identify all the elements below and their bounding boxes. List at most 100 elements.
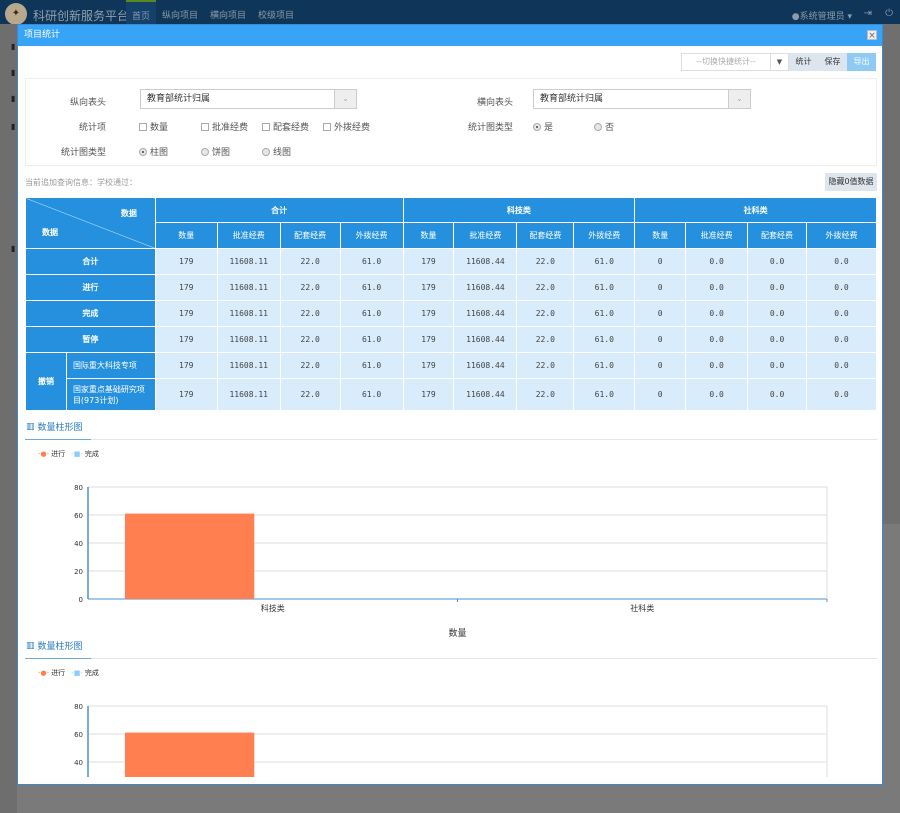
table-cell: 0.0: [747, 274, 807, 301]
legend-item-ongoing[interactable]: -●- 进行: [38, 669, 66, 677]
table-cell: 0.0: [747, 378, 807, 411]
nav-school[interactable]: 校级项目: [258, 11, 295, 21]
legend-item-done[interactable]: -■- 完成: [71, 450, 99, 458]
table-cell: 0.0: [806, 378, 877, 411]
row-group-header: 撤销: [25, 352, 67, 411]
show-chart-label: 统计图类型: [467, 123, 513, 133]
table-cell: 11608.44: [453, 352, 518, 379]
table-cell: 11608.44: [453, 248, 518, 275]
stat-table: 数据 数据 合计 科技类 社科类 数量 批准经费 配套经费 外拨经费 数量 批准经费 配套经费…: [25, 197, 877, 411]
radio-line[interactable]: 线图: [262, 145, 291, 158]
col-header: 数量: [634, 222, 687, 249]
user-icon: ●: [791, 12, 800, 22]
table-cell: 0.0: [685, 300, 749, 327]
table-row: 暂停 179 11608.11 22.0 61.0 179 11608.44 22.0 61.0…: [25, 326, 877, 353]
bar-chart-icon: ▥: [26, 640, 35, 651]
bar-chart-icon: ▥: [26, 421, 35, 432]
sidebar: ▮ ▮ ▮ ▮ ▮: [0, 24, 17, 813]
legend-item-done[interactable]: -■- 完成: [71, 669, 99, 677]
table-cell: 0: [634, 378, 687, 411]
table-cell: 61.0: [573, 326, 636, 353]
radio-pie[interactable]: 饼图: [201, 145, 230, 158]
user-name: 系统管理员: [799, 12, 845, 22]
stat-button[interactable]: 统计: [789, 53, 818, 71]
table-cell: 179: [402, 300, 455, 327]
legend-item-ongoing[interactable]: -●- 进行: [38, 450, 66, 458]
h-header-label: 横向表头: [476, 98, 513, 108]
table-row: 撤销 国际重大科技专项 179 11608.11 22.0 61.0 179 11608.44…: [25, 352, 877, 411]
user-menu[interactable]: ●系统管理员 ▾: [791, 12, 852, 22]
top-navbar: ✦ 科研创新服务平台 首页 纵向项目 横向项目 校级项目 ●系统管理员 ▾ ⇥ …: [0, 0, 900, 32]
table-cell: 0.0: [747, 352, 807, 379]
col-header: 外拨经费: [806, 222, 877, 249]
chart-divider: [25, 658, 877, 659]
save-button[interactable]: 保存: [818, 53, 847, 71]
bar-进行[interactable]: [124, 732, 255, 777]
items-label: 统计项: [78, 123, 106, 133]
table-cell: 179: [154, 248, 218, 275]
close-icon[interactable]: ×: [867, 30, 877, 41]
table-cell: 22.0: [279, 248, 341, 275]
checkbox-matching[interactable]: 配套经费: [262, 120, 309, 133]
power-icon[interactable]: ⏻: [885, 8, 893, 19]
nav-vertical[interactable]: 纵向项目: [162, 11, 199, 21]
y-tick-label: 40: [74, 759, 83, 767]
radio-no[interactable]: 否: [594, 120, 614, 133]
quick-stat-select[interactable]: --切换快捷统计--: [681, 53, 771, 71]
table-row: 完成 179 11608.11 22.0 61.0 179 11608.44 22.0 61.0…: [25, 300, 877, 327]
chart-icon: ▮: [11, 68, 16, 77]
export-button[interactable]: 导出: [847, 53, 876, 71]
toolbar: --切换快捷统计-- ▼ 统计 保存 导出: [681, 53, 876, 71]
table-row: 合计 179 11608.11 22.0 61.0 179 11608.44 22.0 61.0…: [25, 248, 877, 275]
table-cell: 179: [154, 378, 218, 411]
table-cell: 0: [634, 248, 687, 275]
table-cell: 11608.44: [453, 378, 518, 411]
modal-header: 项目统计 ×: [18, 25, 882, 46]
group-header: 社科类: [634, 197, 877, 223]
table-cell: 61.0: [573, 248, 636, 275]
h-header-select[interactable]: 教育部统计归属 ⌄: [533, 89, 751, 109]
table-cell: 179: [154, 326, 218, 353]
chevron-down-icon: ⌄: [334, 90, 356, 108]
table-cell: 22.0: [516, 326, 575, 353]
brand-title: 科研创新服务平台: [33, 9, 130, 23]
table-cell: 0.0: [685, 326, 749, 353]
table-cell: 0.0: [685, 378, 749, 411]
nav-horizontal[interactable]: 横向项目: [210, 11, 247, 21]
table-cell: 61.0: [339, 248, 404, 275]
table-cell: 0: [634, 326, 687, 353]
table-cell: 22.0: [279, 378, 341, 411]
chart-divider: [25, 439, 877, 440]
radio-bar[interactable]: 柱图: [139, 145, 168, 158]
table-cell: 11608.44: [453, 274, 518, 301]
y-tick-label: 60: [74, 731, 83, 739]
row-header: 国际重大科技专项: [65, 352, 156, 379]
caret-down-icon[interactable]: ▼: [771, 53, 789, 71]
row-header: 完成: [25, 300, 156, 327]
table-cell: 11608.11: [216, 378, 281, 411]
checkbox-count[interactable]: 数量: [139, 120, 168, 133]
row-header: 合计: [25, 248, 156, 275]
table-cell: 11608.44: [453, 300, 518, 327]
table-cell: 0.0: [685, 248, 749, 275]
query-info: 当前追加查询信息：学校通过：: [25, 178, 137, 187]
y-tick-label: 80: [74, 703, 83, 711]
radio-yes[interactable]: 是: [533, 120, 553, 133]
corner-header: 数据 数据: [25, 197, 156, 249]
table-cell: 61.0: [339, 352, 404, 379]
table-cell: 0.0: [747, 300, 807, 327]
table-cell: 22.0: [516, 352, 575, 379]
checkbox-external[interactable]: 外拨经费: [323, 120, 370, 133]
col-header: 批准经费: [685, 222, 749, 249]
hide-zero-button[interactable]: 隐藏0值数据: [825, 173, 877, 191]
table-cell: 179: [402, 352, 455, 379]
checkbox-approved[interactable]: 批准经费: [201, 120, 248, 133]
table-row: 进行 179 11608.11 22.0 61.0 179 11608.44 22.0 61.0…: [25, 274, 877, 301]
y-tick-label: 20: [74, 568, 83, 576]
table-cell: 22.0: [279, 326, 341, 353]
exit-icon[interactable]: ⇥: [863, 8, 872, 19]
table-cell: 11608.11: [216, 300, 281, 327]
v-header-select[interactable]: 教育部统计归属 ⌄: [140, 89, 357, 109]
bar-进行[interactable]: [124, 513, 255, 599]
chart-icon: ▮: [11, 42, 16, 51]
